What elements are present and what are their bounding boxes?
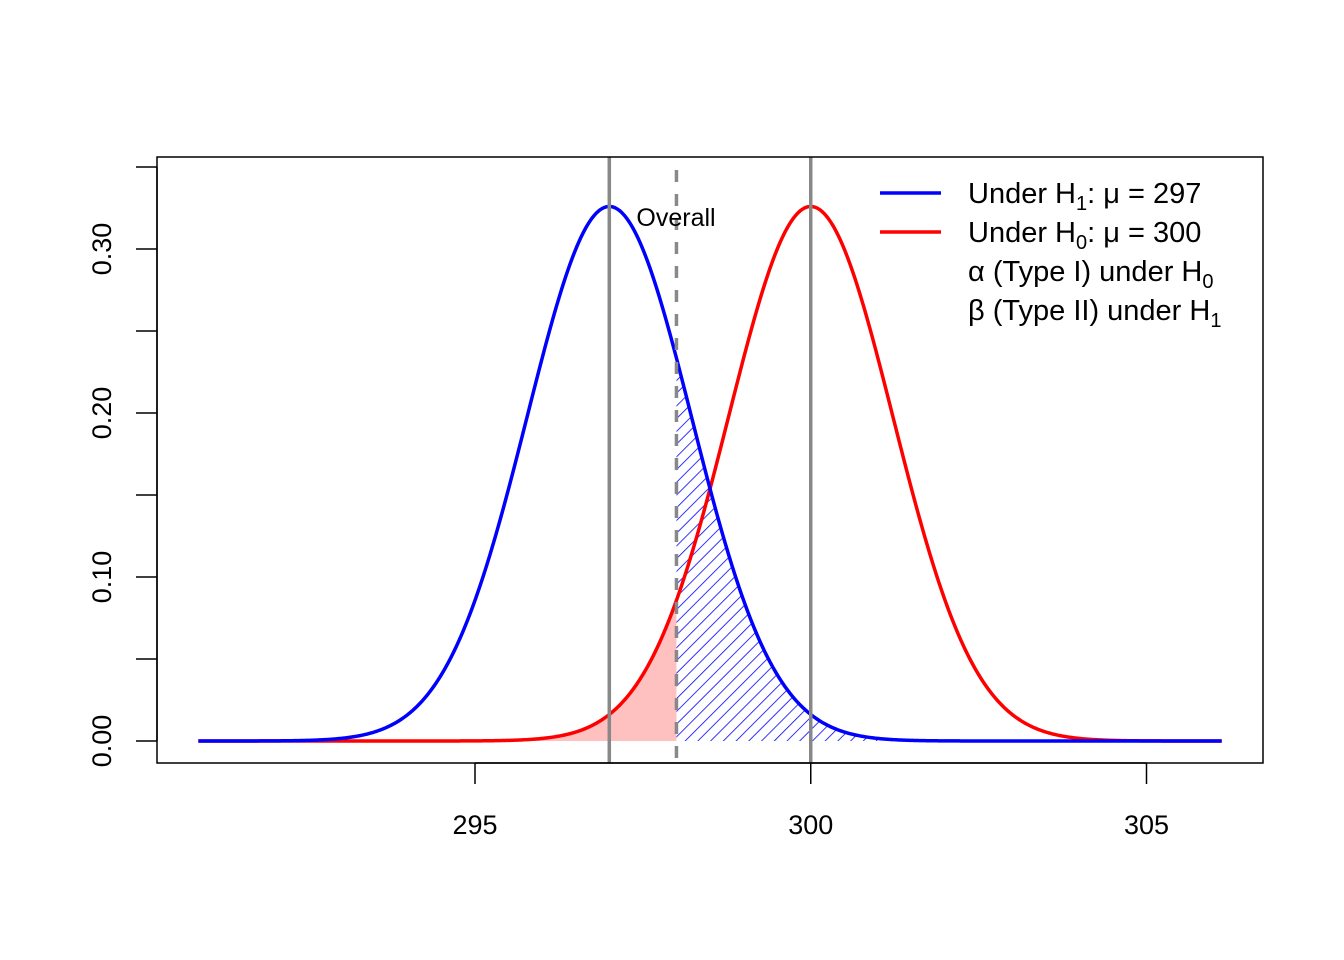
legend-entry: β (Type II) under H1: [968, 295, 1221, 332]
legend-entry: Under H1: μ = 297: [968, 178, 1201, 215]
critical-value-label: Overall: [636, 204, 715, 232]
legend-entry: Under H0: μ = 300: [968, 217, 1201, 254]
y-tick-label: 0.10: [87, 551, 117, 604]
y-tick-label: 0.00: [87, 715, 117, 768]
x-tick-label: 305: [1124, 810, 1169, 840]
alpha-region: [399, 600, 677, 741]
x-tick-label: 300: [788, 810, 833, 840]
y-tick-label: 0.20: [87, 387, 117, 440]
y-tick-label: 0.30: [87, 223, 117, 276]
h1-curve: [198, 204, 1222, 743]
beta-region: [676, 358, 1021, 741]
x-tick-label: 295: [452, 810, 497, 840]
legend-entry: α (Type I) under H0: [968, 256, 1213, 293]
